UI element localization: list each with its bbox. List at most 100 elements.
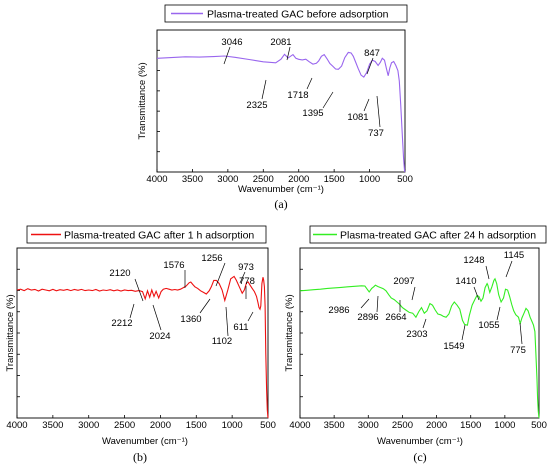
peak-leader-line	[225, 306, 229, 337]
peak-label: 1360	[180, 314, 201, 325]
legend-label-c: Plasma-treated GAC after 24 h adsorption	[340, 230, 536, 242]
peak-leader-line	[306, 77, 313, 90]
peak-leader-line	[376, 295, 379, 313]
peak-label: 1248	[463, 255, 484, 266]
legend-b: Plasma-treated GAC after 1 h adsorption	[26, 225, 267, 244]
peak-label: 2212	[111, 318, 132, 329]
peak-leader-line	[239, 271, 246, 284]
x-tick-label: 500	[260, 420, 276, 431]
x-tick-label: 1000	[359, 174, 380, 185]
panel-label-b: (b)	[133, 450, 147, 464]
x-tick-label: 3500	[324, 420, 345, 431]
peak-leader-line	[505, 260, 513, 278]
peak-leader-line	[199, 298, 211, 314]
x-tick-label: 3000	[78, 420, 99, 431]
x-tick-label: 1000	[494, 420, 515, 431]
peak-label: 847	[364, 48, 380, 59]
x-tick-label: 2500	[253, 174, 274, 185]
peak-label: 737	[368, 128, 384, 139]
peak-label: 3046	[221, 37, 242, 48]
panel-label-c: (c)	[413, 450, 426, 464]
ticks-b: 4000 3500 3000 2500 2000 1500 1000 500	[6, 268, 276, 431]
y-axis-label-c: Transmittance (%)	[284, 294, 295, 371]
legend-box-b	[26, 225, 267, 244]
x-tick-label: 1500	[460, 420, 481, 431]
peak-label: 2097	[393, 276, 414, 287]
peak-label: 2303	[406, 329, 427, 340]
peak-label: 1055	[478, 320, 499, 331]
peak-label: 2664	[385, 312, 406, 323]
y-axis-label-b: Transmittance (%)	[5, 294, 16, 371]
peak-label: 973	[238, 262, 254, 273]
spectrum-line-c	[299, 277, 540, 419]
x-tick-label: 2000	[288, 174, 309, 185]
ticks-a: 4000 3500 3000 2500 2000 1500 1000 500	[146, 49, 413, 185]
peak-label: 1410	[455, 276, 476, 287]
x-tick-label: 2000	[426, 420, 447, 431]
peak-label: 1081	[347, 112, 368, 123]
peak-label: 2986	[328, 305, 349, 316]
peak-leader-line	[322, 91, 334, 109]
peak-leader-line	[286, 46, 291, 61]
legend-box-c	[309, 225, 547, 244]
panel-b: Plasma-treated GAC after 1 h adsorption …	[5, 225, 276, 464]
x-tick-label: 1000	[222, 420, 243, 431]
x-tick-label: 4000	[146, 174, 167, 185]
peak-label: 2024	[149, 331, 170, 342]
peak-leader-line	[376, 95, 381, 128]
legend-label-b: Plasma-treated GAC after 1 h adsorption	[64, 230, 254, 242]
peak-leader-line	[496, 306, 501, 321]
peak-label: 2896	[357, 312, 378, 323]
peak-leader-line	[366, 57, 374, 75]
x-tick-label: 1500	[324, 174, 345, 185]
x-tick-label: 2000	[150, 420, 171, 431]
x-tick-label: 3500	[182, 174, 203, 185]
peak-leader-line	[152, 304, 162, 331]
peak-leader-line	[473, 286, 480, 301]
peak-label: 778	[239, 276, 255, 287]
peak-leader-line	[461, 324, 466, 341]
peak-label: 2325	[246, 100, 267, 111]
spectrum-line-a	[156, 51, 406, 173]
peak-label: 611	[233, 322, 248, 333]
legend-a: Plasma-treated GAC before adsorption	[164, 4, 408, 23]
x-axis-label-b: Wavenumber (cm⁻¹)	[102, 436, 188, 447]
plot-frame-a	[156, 29, 406, 173]
x-tick-label: 1500	[186, 420, 207, 431]
legend-box-a	[164, 4, 408, 23]
y-axis-label-a: Transmittance (%)	[137, 62, 148, 139]
legend-c: Plasma-treated GAC after 24 h adsorption	[309, 225, 547, 244]
legend-label-a: Plasma-treated GAC before adsorption	[207, 9, 389, 21]
peak-label: 1718	[287, 90, 308, 101]
peak-label: 1145	[504, 250, 524, 261]
spectrum-line-b	[16, 275, 269, 419]
peak-leader-line	[247, 311, 254, 322]
peak-label: 1256	[201, 253, 222, 264]
peak-leader-line	[134, 278, 144, 302]
peak-label: 1395	[302, 108, 323, 119]
peak-leader-line	[485, 265, 490, 280]
x-tick-label: 500	[397, 174, 413, 185]
peak-leader-line	[411, 286, 416, 301]
panel-c: Plasma-treated GAC after 24 h adsorption…	[284, 225, 547, 464]
x-tick-label: 4000	[6, 420, 27, 431]
peak-label: 775	[510, 345, 526, 356]
peak-leader-line	[519, 322, 523, 345]
peak-label: 2120	[109, 268, 130, 279]
x-tick-label: 2500	[114, 420, 135, 431]
peak-leader-line	[223, 46, 231, 65]
peak-leader-line	[363, 98, 370, 112]
peak-label: 1102	[212, 336, 232, 347]
plot-frame-b	[16, 247, 269, 419]
panel-label-a: (a)	[274, 197, 287, 211]
panel-a: Plasma-treated GAC before adsorption 400…	[137, 4, 413, 211]
peak-leader-line	[360, 298, 370, 309]
peak-leader-line	[261, 79, 267, 100]
x-axis-label-a: Wavenumber (cm⁻¹)	[238, 184, 324, 195]
x-tick-label: 3000	[358, 420, 379, 431]
peak-leader-line	[422, 318, 427, 329]
